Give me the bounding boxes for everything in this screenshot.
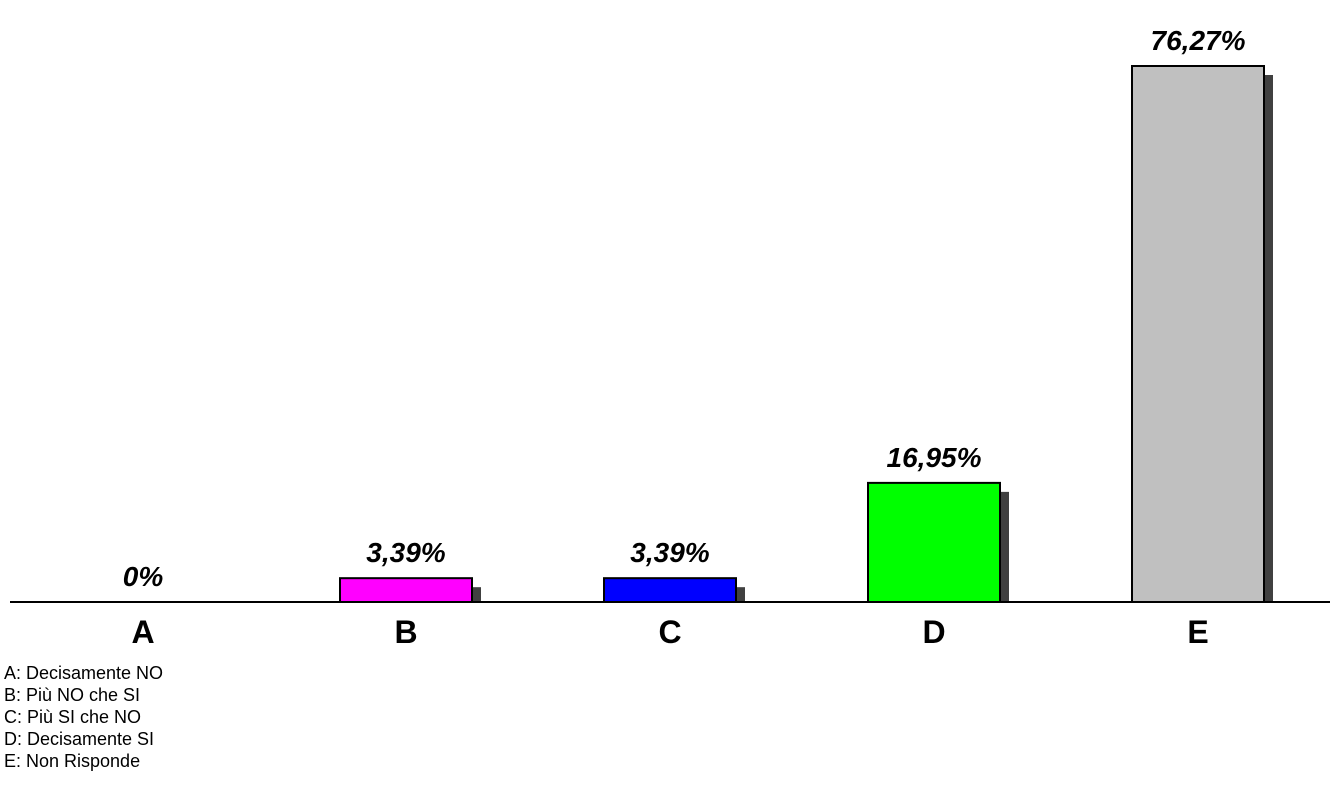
category-label-e: E xyxy=(1187,614,1208,650)
legend-item-d: D: Decisamente SI xyxy=(4,729,155,749)
data-label-d: 16,95% xyxy=(887,442,982,473)
bars-layer xyxy=(77,65,1273,603)
bar-c xyxy=(603,577,737,603)
bar-chart: 0% A 3,39% B 3,39% C 16,95% D 76,27% E xyxy=(10,25,1330,650)
legend-item-e: E: Non Risponde xyxy=(4,751,141,771)
data-label-b: 3,39% xyxy=(366,537,445,568)
labels-layer: 0% A 3,39% B 3,39% C 16,95% D 76,27% E xyxy=(123,25,1246,650)
chart-legend: A: Decisamente NO B: Più NO che SI C: Pi… xyxy=(4,662,163,772)
legend-item-b: B: Più NO che SI xyxy=(4,685,141,705)
category-label-d: D xyxy=(922,614,945,650)
category-label-c: C xyxy=(658,614,681,650)
bar-e xyxy=(1131,65,1265,603)
bar-d xyxy=(867,481,1001,603)
data-label-c: 3,39% xyxy=(630,537,709,568)
legend-item-a: A: Decisamente NO xyxy=(4,663,164,683)
data-label-e: 76,27% xyxy=(1151,25,1246,56)
bar-b xyxy=(339,577,473,603)
legend-item-c: C: Più SI che NO xyxy=(4,707,142,727)
data-label-a: 0% xyxy=(123,561,164,592)
category-label-a: A xyxy=(131,614,154,650)
category-label-b: B xyxy=(394,614,417,650)
